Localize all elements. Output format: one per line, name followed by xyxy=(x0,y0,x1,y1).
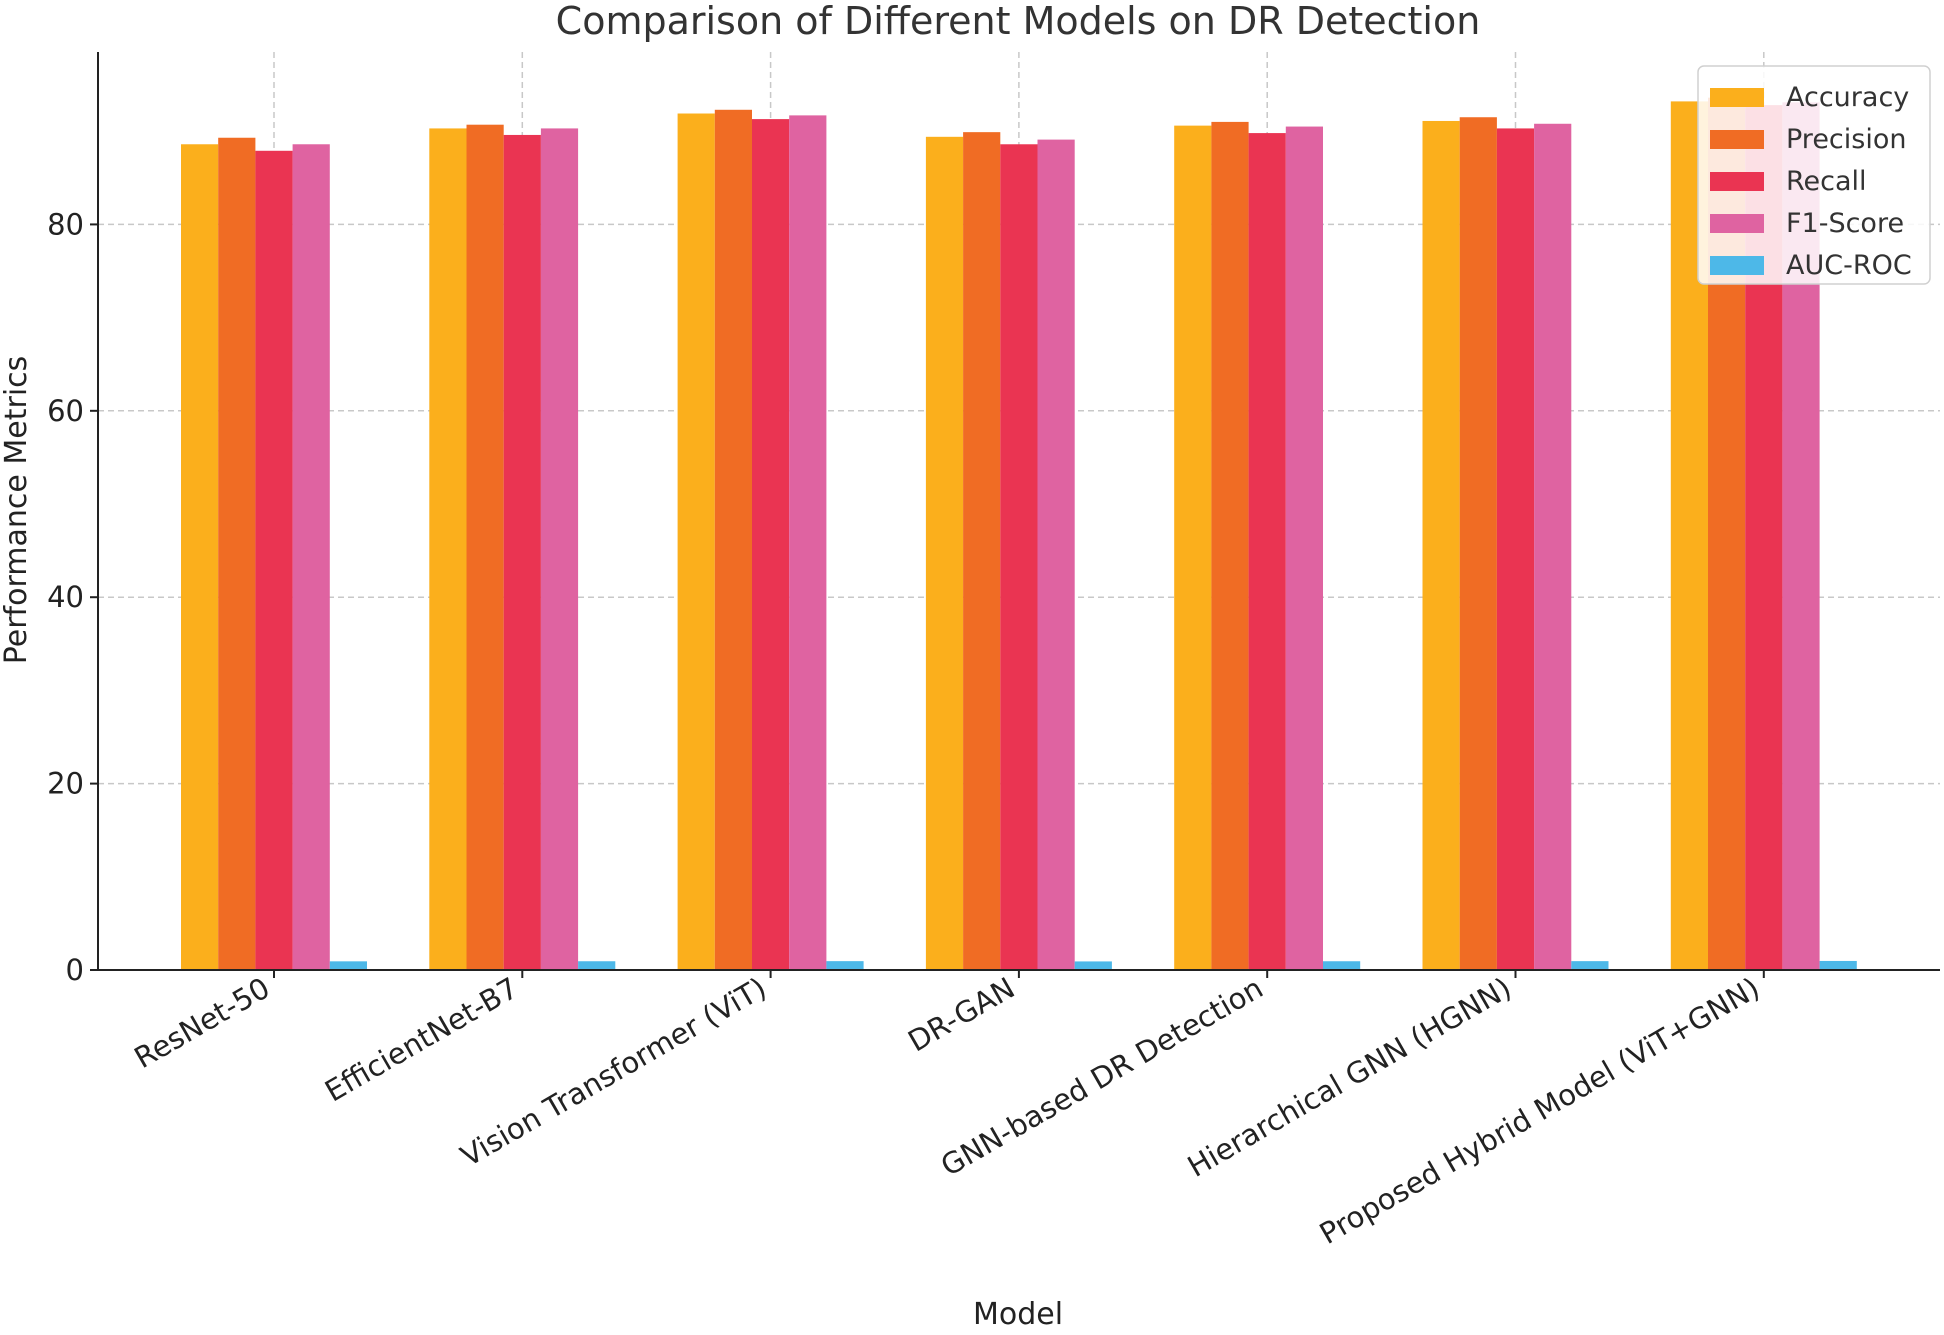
y-tick-label: 20 xyxy=(47,767,84,801)
y-tick-label: 0 xyxy=(66,953,84,987)
legend-label: Precision xyxy=(1786,124,1906,155)
bar-precision-3 xyxy=(963,132,1001,970)
bar-accuracy-0 xyxy=(181,144,219,970)
legend-swatch xyxy=(1710,88,1764,107)
legend-label: Recall xyxy=(1786,166,1867,197)
bar-f1-score-5 xyxy=(1534,123,1572,970)
bar-recall-0 xyxy=(255,150,293,970)
bar-accuracy-2 xyxy=(677,113,715,970)
bar-f1-score-1 xyxy=(540,128,579,970)
bar-f1-score-4 xyxy=(1285,126,1323,971)
bar-accuracy-3 xyxy=(925,136,964,970)
bar-recall-2 xyxy=(752,119,790,970)
axes-layer xyxy=(90,52,1940,978)
bars-layer xyxy=(181,97,1857,971)
legend-swatch xyxy=(1710,256,1764,275)
bar-recall-5 xyxy=(1496,128,1535,970)
y-axis-label: Performance Metrics xyxy=(0,356,34,665)
bar-accuracy-5 xyxy=(1422,120,1460,971)
legend-swatch xyxy=(1710,214,1764,233)
legend: Accuracy Precision Recall F1-Score AUC-ROC xyxy=(1697,65,1931,285)
legend-swatch xyxy=(1710,172,1764,191)
x-tick-label: ResNet-50 xyxy=(129,971,276,1075)
bar-auc-roc-2 xyxy=(826,961,864,970)
bar-auc-roc-6 xyxy=(1819,960,1857,970)
legend-swatch xyxy=(1710,130,1764,149)
chart-title: Comparison of Different Models on DR Det… xyxy=(556,0,1481,43)
y-tick-labels: 0 20 40 60 80 xyxy=(47,207,84,987)
bar-precision-5 xyxy=(1459,117,1497,970)
bar-accuracy-4 xyxy=(1174,125,1212,970)
bar-accuracy-1 xyxy=(429,128,467,970)
x-tick-label: DR-GAN xyxy=(902,971,1020,1059)
legend-label: F1-Score xyxy=(1786,208,1904,239)
legend-label: Accuracy xyxy=(1786,82,1909,113)
legend-label: AUC-ROC xyxy=(1786,250,1912,281)
bar-auc-roc-3 xyxy=(1074,961,1112,970)
x-axis-label: Model xyxy=(973,1297,1063,1332)
bar-f1-score-3 xyxy=(1037,139,1075,971)
bar-recall-3 xyxy=(1000,144,1038,970)
bar-recall-1 xyxy=(503,134,541,971)
bar-precision-1 xyxy=(466,124,504,971)
bar-auc-roc-1 xyxy=(578,961,616,970)
bar-auc-roc-5 xyxy=(1571,961,1609,970)
bar-precision-0 xyxy=(218,137,256,970)
bar-precision-2 xyxy=(714,109,752,971)
bar-auc-roc-4 xyxy=(1323,961,1361,970)
bar-f1-score-0 xyxy=(292,144,330,970)
y-tick-label: 40 xyxy=(47,580,84,614)
y-tick-label: 60 xyxy=(47,394,84,428)
bar-recall-4 xyxy=(1248,133,1286,971)
bar-precision-4 xyxy=(1211,121,1249,970)
x-tick-label: EfficientNet-B7 xyxy=(319,971,524,1109)
y-tick-label: 80 xyxy=(47,207,84,241)
bar-f1-score-2 xyxy=(789,115,827,970)
x-tick-label: Proposed Hybrid Model (ViT+GNN) xyxy=(1314,971,1766,1251)
bar-auc-roc-0 xyxy=(329,961,367,970)
